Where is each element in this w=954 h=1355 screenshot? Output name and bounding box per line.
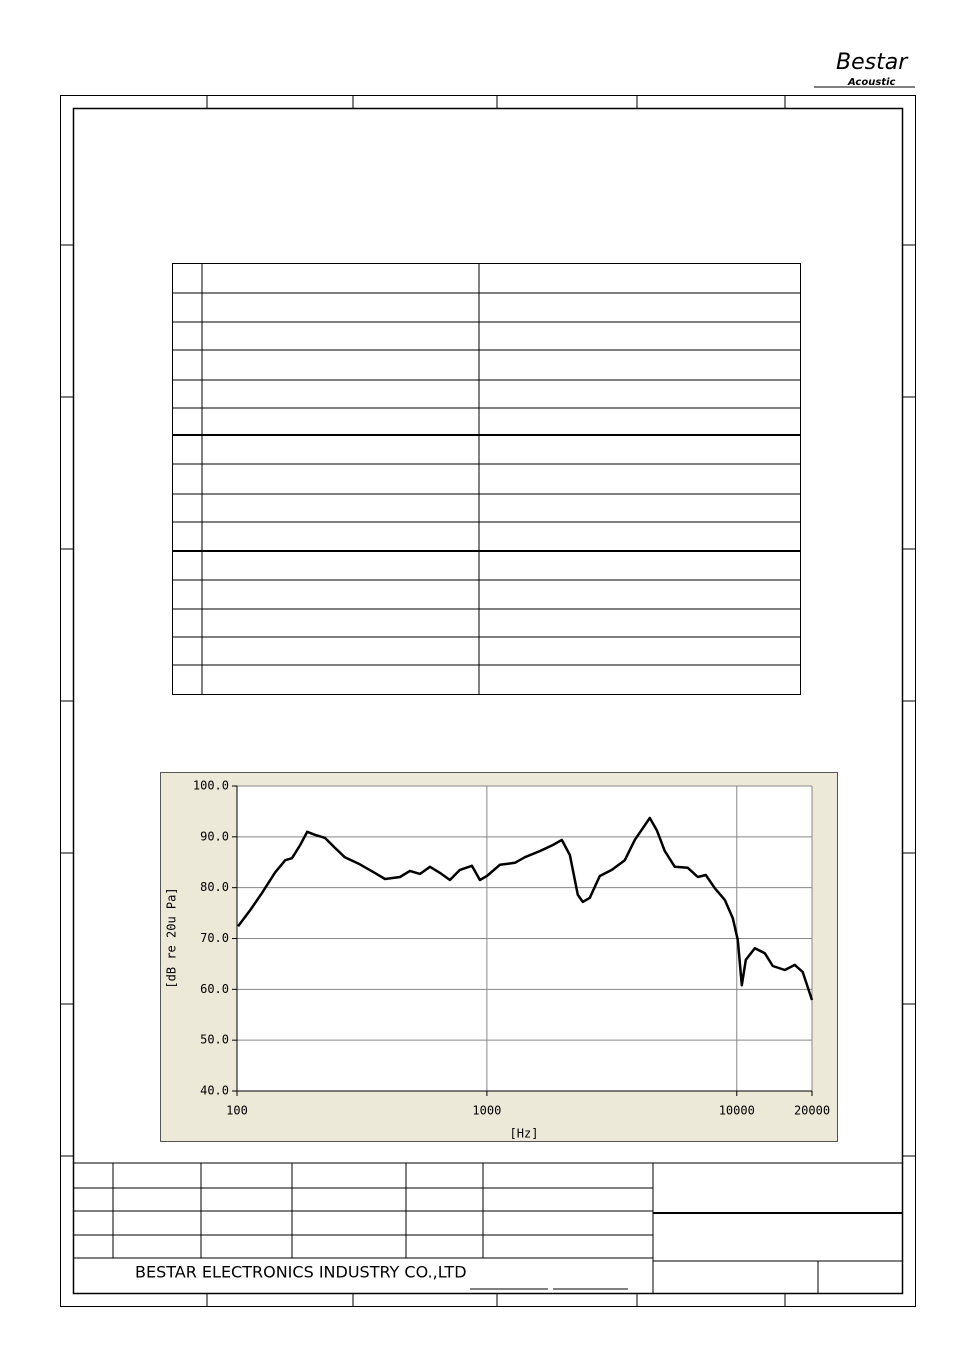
x-tick-label: 1000: [472, 1104, 501, 1118]
y-tick-label: 40.0: [200, 1084, 229, 1098]
x-tick-label: 20000: [794, 1104, 830, 1118]
company-name: BESTAR ELECTRONICS INDUSTRY CO.,LTD: [135, 1263, 467, 1282]
y-tick-label: 50.0: [200, 1033, 229, 1047]
response-line: [237, 816, 814, 1001]
y-tick-label: 60.0: [200, 982, 229, 996]
logo-sub: Acoustic: [847, 77, 896, 88]
y-axis-label: [dB re 20u Pa]: [165, 887, 179, 988]
drawing-frame: [60, 86, 916, 1307]
y-tick-label: 70.0: [200, 931, 229, 945]
x-tick-label: 10000: [719, 1104, 755, 1118]
logo: Bestar: [836, 50, 909, 75]
y-tick-label: 100.0: [193, 779, 229, 793]
x-axis-label: [Hz]: [510, 1127, 539, 1141]
x-tick-label: 100: [226, 1104, 248, 1118]
y-tick-label: 80.0: [200, 880, 229, 894]
y-tick-label: 90.0: [200, 829, 229, 843]
